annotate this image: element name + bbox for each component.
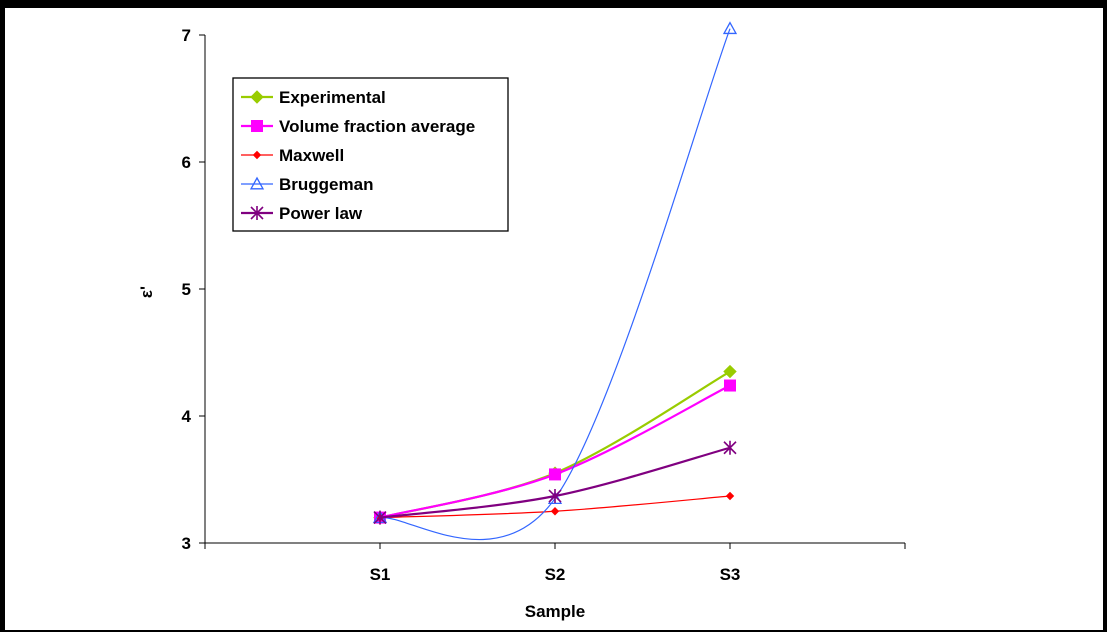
legend-label-2: Maxwell <box>279 146 344 165</box>
data-point-series-3 <box>722 21 738 35</box>
legend-label-4: Power law <box>279 204 363 223</box>
y-tick-label: 5 <box>182 280 191 299</box>
x-tick-label: S3 <box>720 565 741 584</box>
data-point-series-1 <box>549 468 561 481</box>
x-tick-label: S1 <box>370 565 391 584</box>
data-point-series-4 <box>723 440 737 455</box>
legend-marker-0 <box>250 90 264 104</box>
plot-area: 3 4 5 6 7 S1 S2 S3 <box>182 21 906 584</box>
legend-marker-2 <box>252 150 262 160</box>
data-point-series-0 <box>723 364 737 379</box>
y-tick-label: 3 <box>182 534 191 553</box>
x-tick-label: S2 <box>545 565 566 584</box>
y-tick-label: 6 <box>182 153 191 172</box>
y-tick-label: 7 <box>182 26 191 45</box>
legend-box <box>232 77 509 232</box>
legend-label-0: Experimental <box>279 88 386 107</box>
legend-label-1: Volume fraction average <box>279 117 475 136</box>
y-axis-title: ε' <box>137 286 156 298</box>
data-point-series-4 <box>373 510 387 525</box>
legend-label-3: Bruggeman <box>279 175 373 194</box>
data-point-series-4 <box>548 489 562 504</box>
series-line-3 <box>379 28 731 541</box>
legend-marker-1 <box>251 120 263 132</box>
data-point-series-2 <box>550 507 560 516</box>
x-axis-title: Sample <box>525 602 585 621</box>
legend: Experimental Volume fraction average Maxwe… <box>232 77 509 232</box>
data-point-series-2 <box>725 491 735 501</box>
y-tick-label: 4 <box>182 407 192 426</box>
data-point-series-1 <box>724 379 736 392</box>
legend-marker-3 <box>249 176 265 190</box>
legend-marker-4 <box>250 206 264 220</box>
